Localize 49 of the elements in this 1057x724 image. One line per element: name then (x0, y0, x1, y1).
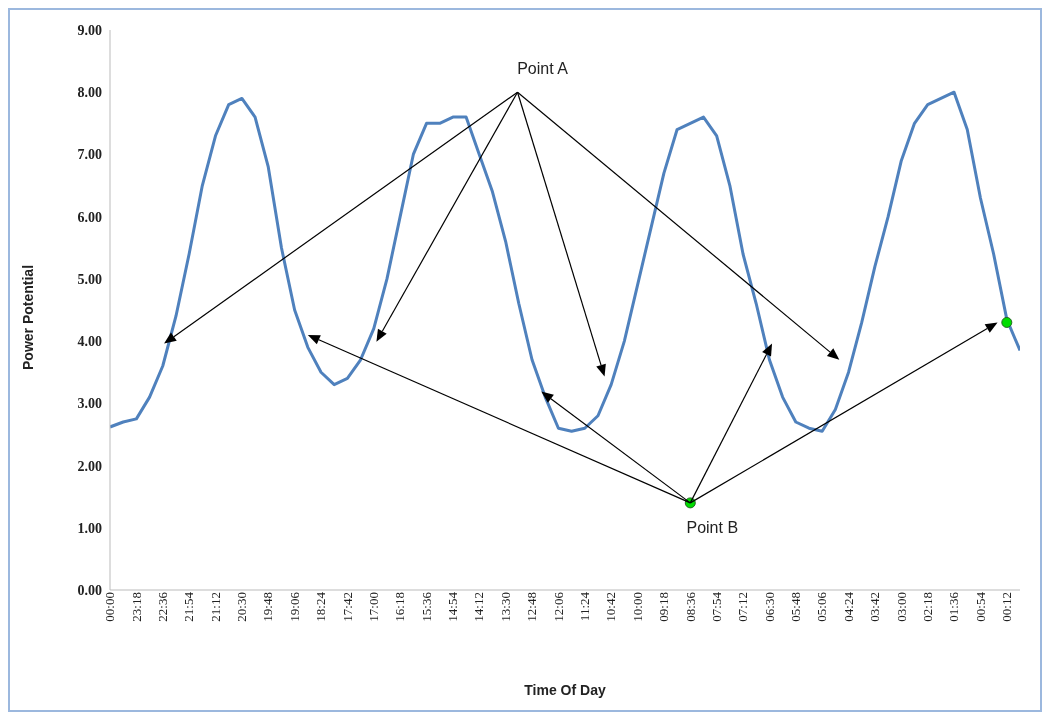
x-tick-label: 06:30 (761, 592, 777, 622)
x-tick-label: 12:06 (550, 591, 566, 622)
x-tick-label: 17:00 (366, 592, 381, 622)
x-tick-label: 18:24 (313, 591, 329, 622)
x-tick-label: 10:00 (629, 592, 645, 622)
x-tick-label: 03:00 (893, 592, 909, 622)
x-tick-label: 05:06 (814, 591, 830, 622)
x-tick-label: 04:24 (840, 591, 856, 622)
y-tick-label: 8.00 (77, 85, 102, 101)
x-axis-title: Time Of Day (524, 682, 606, 698)
x-tick-label: 09:18 (656, 592, 672, 622)
x-tick-label: 08:36 (682, 591, 698, 622)
y-tick-label: 4.00 (77, 334, 102, 350)
x-tick-label: 14:12 (471, 592, 487, 622)
y-tick-label: 0.00 (77, 582, 102, 598)
x-tick-label: 10:42 (603, 592, 619, 622)
x-tick-label: 01:36 (946, 591, 962, 622)
y-tick-label: 3.00 (77, 396, 102, 412)
y-tick-label: 9.00 (77, 22, 102, 38)
x-tick-label: 19:06 (286, 591, 302, 622)
x-tick-label: 14:54 (445, 591, 461, 622)
x-tick-label: 11:24 (577, 591, 593, 622)
x-tick-label: 02:18 (919, 592, 935, 622)
x-tick-label: 21:12 (207, 592, 223, 622)
x-tick-label: 00:12 (999, 592, 1015, 622)
y-tick-label: 5.00 (77, 271, 102, 287)
x-tick-label: 23:18 (128, 592, 144, 622)
y-tick-label: 6.00 (77, 209, 102, 225)
x-tick-label: 16:18 (392, 592, 408, 622)
x-tick-label: 22:36 (154, 591, 170, 622)
annotation: Point A (517, 60, 569, 78)
y-tick-label: 1.00 (77, 520, 102, 536)
x-tick-label: 13:30 (497, 592, 513, 622)
y-tick-label: 2.00 (77, 458, 102, 474)
x-tick-label: 07:12 (735, 592, 751, 622)
x-tick-label: 19:48 (260, 592, 276, 622)
x-tick-label: 12:48 (524, 592, 540, 622)
x-tick-label: 21:54 (181, 591, 197, 622)
x-tick-label: 15:36 (418, 591, 434, 622)
x-tick-label: 03:42 (867, 592, 883, 622)
x-tick-label: 05:48 (788, 592, 804, 622)
x-tick-label: 20:30 (234, 592, 250, 622)
annotation: Point B (686, 518, 739, 536)
x-tick-label: 00:00 (102, 592, 118, 622)
x-tick-label: 07:54 (708, 591, 724, 622)
y-axis-title: Power Potential (19, 264, 36, 370)
y-tick-label: 7.00 (77, 147, 102, 163)
x-tick-label: 17:42 (339, 592, 355, 622)
x-tick-label: 00:54 (972, 591, 988, 622)
